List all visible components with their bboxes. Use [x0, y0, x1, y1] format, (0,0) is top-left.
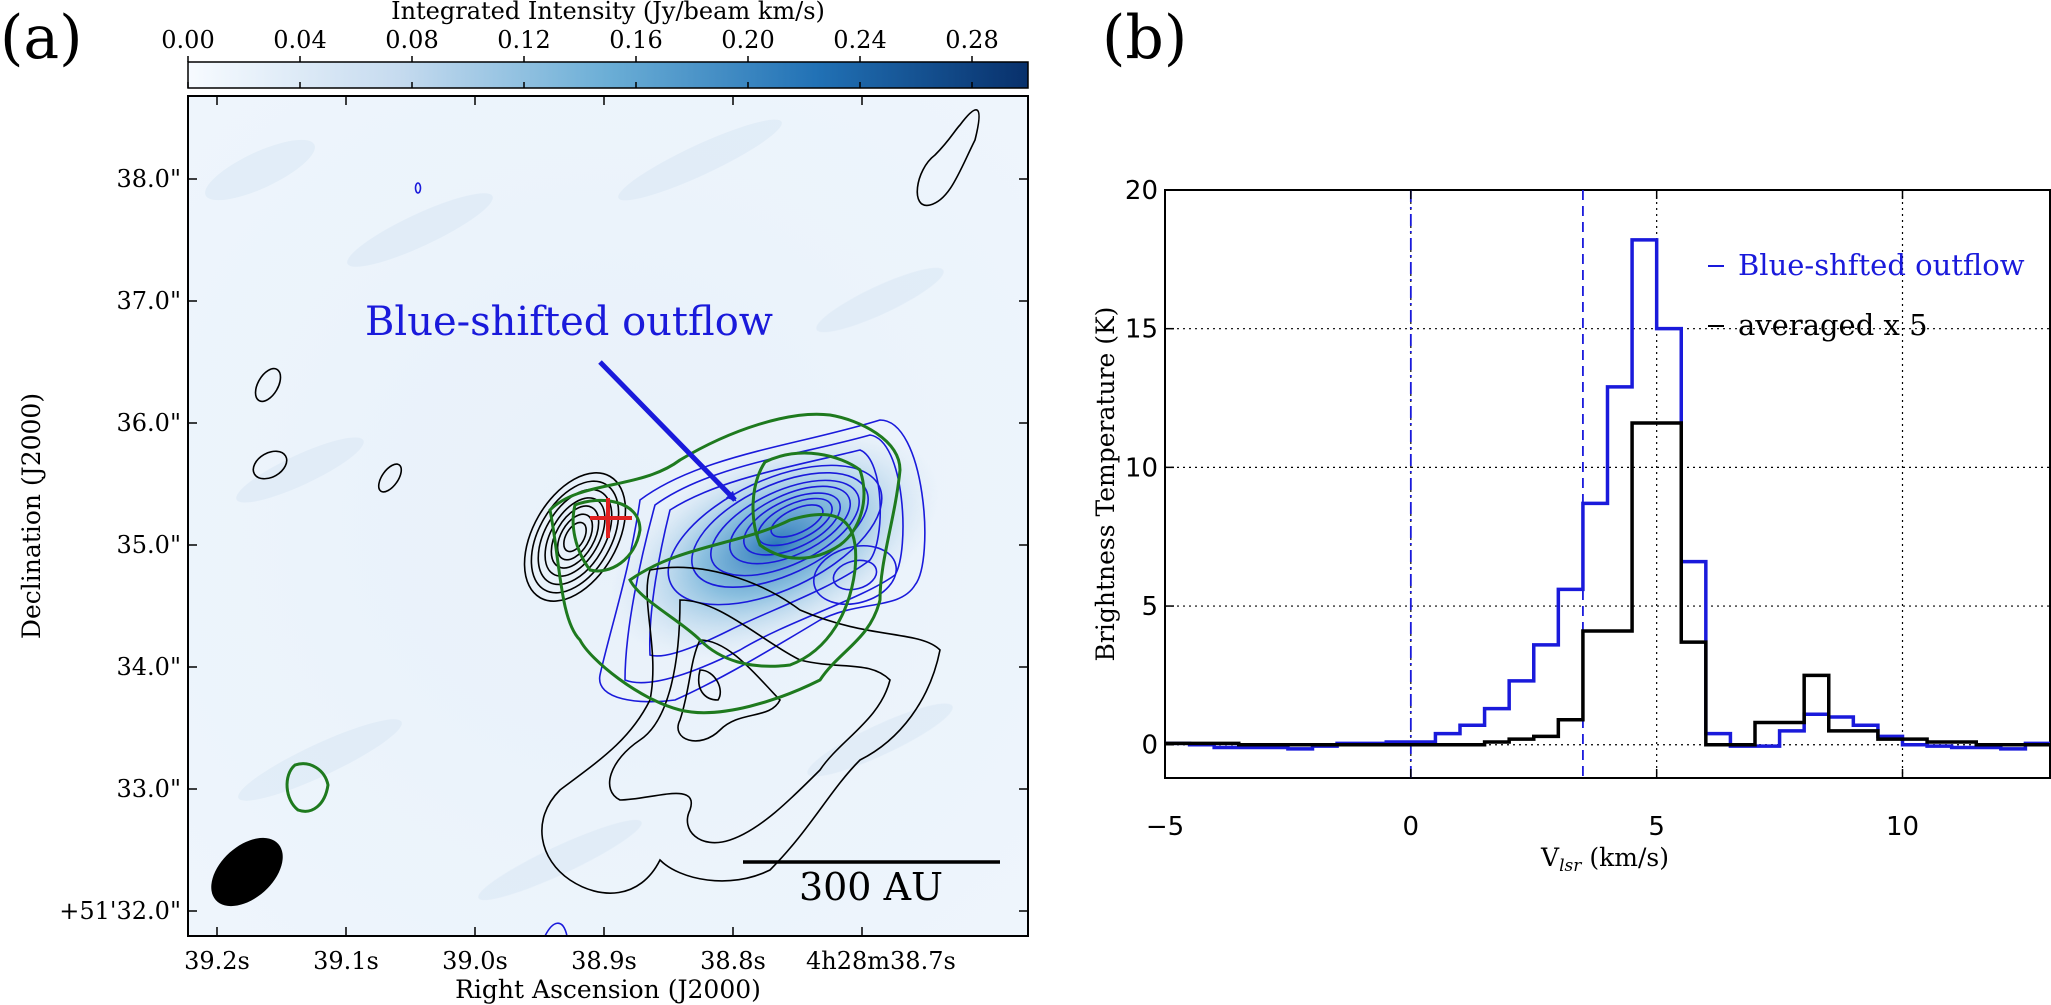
xlabel-main: V: [1540, 843, 1560, 872]
map-xtick-label: 39.2s: [184, 947, 250, 975]
spectrum-xlabel: Vlsr (km/s): [1540, 843, 1669, 876]
black-contours: [252, 109, 980, 894]
map-ytick-label: 33.0": [117, 775, 181, 803]
spectrum-xtick-label: 10: [1886, 812, 1919, 842]
colorbar-tick-label: 0.12: [497, 26, 550, 54]
map-xlabel: Right Ascension (J2000): [455, 975, 761, 1004]
map-ytick-label: 38.0": [117, 165, 181, 193]
spectrum-ytick-label: 5: [1141, 592, 1158, 622]
map-noise: [205, 119, 953, 901]
map-xtick-label: 38.8s: [700, 947, 766, 975]
colorbar-tick-label: 0.04: [273, 26, 326, 54]
map-xtick-label: 38.9s: [571, 947, 637, 975]
map-xtick-label: 4h28m38.7s: [806, 947, 956, 975]
map-ticks: 39.2s 39.1s 39.0s 38.9s 38.8s 4h28m38.7s 38.0"…: [59, 96, 1028, 975]
spectrum-chart: −5 0 5 10 0 5 10 15 20 Blue-shfted outflow avera…: [1091, 176, 2051, 876]
outflow-annotation: Blue-shifted outflow: [365, 299, 773, 345]
spectrum-ytick-label: 15: [1125, 315, 1158, 345]
colorbar-tick-label: 0.08: [385, 26, 438, 54]
map-ytick-label: 37.0": [117, 287, 181, 315]
map-ytick-label: 35.0": [117, 531, 181, 559]
legend-label-blue: Blue-shfted outflow: [1738, 248, 2025, 282]
map-frame: [187, 95, 1029, 937]
spectrum-legend: Blue-shfted outflow averaged x 5: [1708, 248, 2025, 342]
panel-b-label: (b): [1102, 3, 1187, 73]
colorbar: Integrated Intensity (Jy/beam km/s) 0.00…: [161, 0, 1029, 89]
colorbar-tick-label: 0.24: [833, 26, 886, 54]
colorbar-tick-label: 0.16: [609, 26, 662, 54]
xlabel-unit: (km/s): [1581, 843, 1669, 872]
legend-label-black: averaged x 5: [1738, 308, 1928, 342]
colorbar-tick-label: 0.00: [161, 26, 214, 54]
colorbar-bar: [187, 61, 1029, 89]
series-averaged: [1165, 421, 2050, 747]
colorbar-tick-label: 0.20: [721, 26, 774, 54]
intensity-map: Blue-shifted outflow 300 AU 39.2s 39.1s 39…: [17, 95, 1029, 1004]
xlabel-sub: lsr: [1559, 856, 1582, 876]
protostar-marker: [590, 498, 632, 538]
map-ytick-label: +51'32.0": [59, 897, 181, 925]
spectrum-ytick-label: 0: [1141, 731, 1158, 761]
spectrum-xtick-label: −5: [1146, 812, 1184, 842]
map-ylabel: Declination (J2000): [17, 393, 46, 639]
spectrum-ylabel: Brightness Temperature (K): [1091, 307, 1120, 662]
green-contours: [285, 412, 902, 813]
map-ytick-label: 34.0": [117, 653, 181, 681]
map-xtick-label: 39.1s: [313, 947, 379, 975]
spectrum-ytick-label: 20: [1125, 176, 1158, 206]
spectrum-xtick-label: 0: [1403, 812, 1420, 842]
scalebar-label: 300 AU: [799, 865, 943, 909]
panel-a-label: (a): [0, 3, 83, 73]
spectrum-ytick-label: 10: [1125, 453, 1158, 483]
map-ytick-label: 36.0": [117, 409, 181, 437]
spectrum-series: [1165, 238, 2050, 751]
colorbar-ticks: 0.00 0.04 0.08 0.12 0.16 0.20 0.24 0.28: [161, 26, 999, 88]
colorbar-tick-label: 0.28: [945, 26, 998, 54]
outflow-arrow: [598, 360, 737, 502]
spectrum-ticks: −5 0 5 10 0 5 10 15 20: [1125, 176, 1919, 842]
spectrum-xtick-label: 5: [1648, 812, 1665, 842]
colorbar-title: Integrated Intensity (Jy/beam km/s): [391, 0, 825, 25]
map-xtick-label: 39.0s: [442, 947, 508, 975]
beam-ellipse: [211, 837, 283, 907]
